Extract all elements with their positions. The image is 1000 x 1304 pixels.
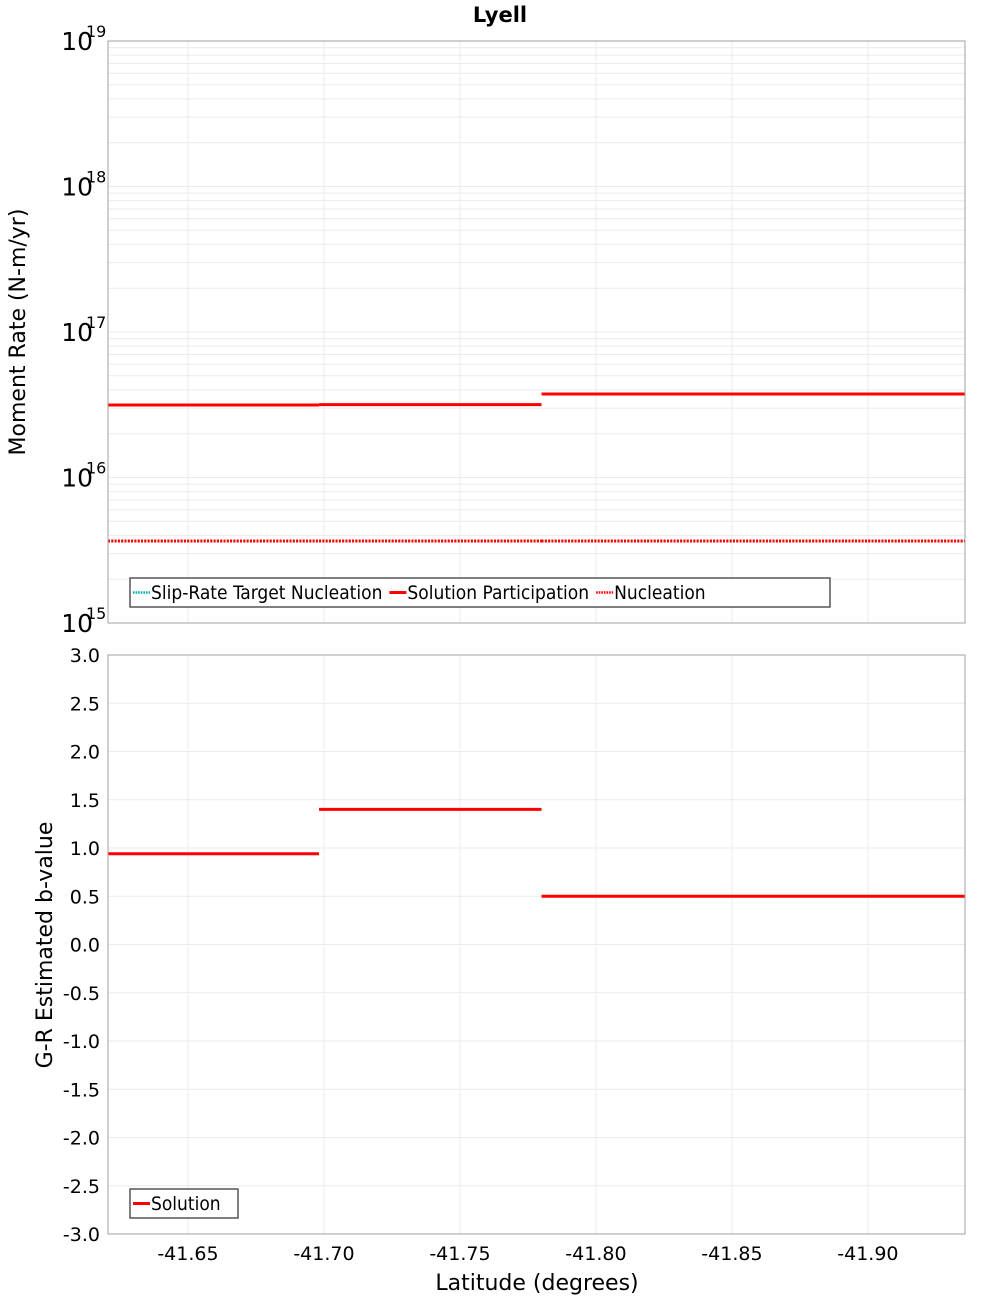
legend-label: Solution [151,1193,221,1215]
y-tick-label: -2.0 [63,1128,100,1150]
x-tick-label: -41.80 [565,1243,626,1265]
moment-rate-panel: 1015 1016 1017 1018 1019 Moment Rate (N-m/yr… [6,22,965,638]
y-tick-label: 1017 [61,313,106,347]
legend-label: Slip-Rate Target Nucleation [151,582,382,604]
y-tick-label: 0.5 [70,886,100,908]
figure: Lyell 1015 1016 1017 1018 1019 Moment Rate (… [0,0,1000,1300]
b-value-panel: 3.0 2.5 2.0 1.5 1.0 0.5 0.0 -0.5 -1.0 -1.5 -2.0 -2.… [33,645,965,1296]
legend-item: Slip-Rate Target Nucleation [133,582,382,604]
legend: Solution [130,1189,238,1218]
y-tick-label: -1.0 [63,1031,100,1053]
y-tick-label: 2.5 [70,693,100,715]
y-axis-ticks: 1015 1016 1017 1018 1019 [61,22,106,638]
y-tick-label: -3.0 [63,1224,100,1246]
legend: Slip-Rate Target Nucleation Solution Part… [130,578,830,607]
x-tick-label: -41.90 [837,1243,898,1265]
y-tick-label: -1.5 [63,1079,100,1101]
legend-label: Nucleation [614,582,706,604]
series-solution-participation [108,394,965,405]
svg-text:16: 16 [86,459,106,478]
svg-text:18: 18 [86,168,106,187]
y-tick-label: 1015 [61,604,106,638]
y-tick-label: 1019 [61,22,106,56]
plot-series [108,809,965,896]
y-tick-label: -2.5 [63,1176,100,1198]
x-tick-label: -41.85 [701,1243,762,1265]
y-tick-label: 1.5 [70,790,100,812]
y-tick-label: 0.0 [70,935,100,957]
svg-text:17: 17 [86,313,106,332]
legend-label: Solution Participation [407,582,589,604]
x-tick-label: -41.65 [157,1243,218,1265]
x-axis-ticks: -41.65 -41.70 -41.75 -41.80 -41.85 -41.90 [157,1243,898,1265]
series-solution [108,809,965,896]
y-axis-label: Moment Rate (N-m/yr) [6,209,31,456]
y-tick-label: -0.5 [63,983,100,1005]
svg-text:15: 15 [86,604,106,623]
y-tick-label: 2.0 [70,742,100,764]
y-tick-label: 1.0 [70,838,100,860]
grid-lines [108,655,965,1234]
y-tick-label: 1018 [61,168,106,202]
plot-series [108,394,965,541]
figure-canvas: Lyell 1015 1016 1017 1018 1019 Moment Rate (… [0,0,1000,1300]
y-tick-label: 1016 [61,459,106,493]
legend-item: Solution Participation [389,582,589,604]
grid-lines [108,41,965,623]
y-tick-label: 3.0 [70,645,100,667]
y-axis-ticks: 3.0 2.5 2.0 1.5 1.0 0.5 0.0 -0.5 -1.0 -1.5 -2.0 -2.… [63,645,100,1246]
svg-text:19: 19 [86,22,106,41]
x-axis-label: Latitude (degrees) [435,1271,638,1296]
x-tick-label: -41.75 [429,1243,490,1265]
x-tick-label: -41.70 [293,1243,354,1265]
chart-title: Lyell [473,3,527,27]
y-axis-label: G-R Estimated b-value [33,822,58,1069]
